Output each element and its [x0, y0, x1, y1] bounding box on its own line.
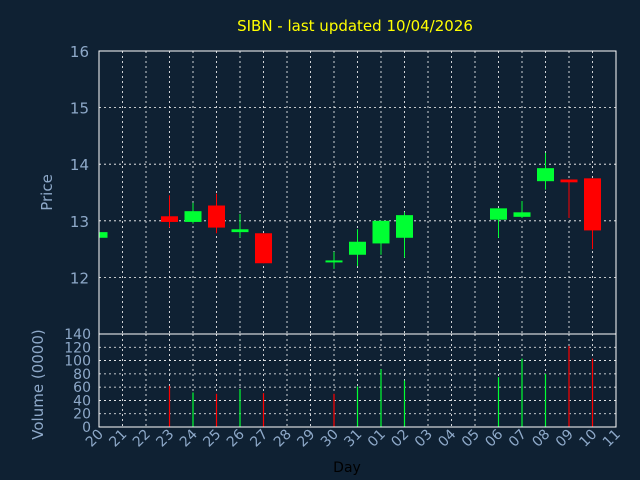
- candle-body: [396, 215, 413, 238]
- volume-tick-label: 80: [73, 367, 91, 383]
- candle-body: [560, 179, 578, 183]
- volume-axis-label: Volume (0000): [29, 329, 47, 439]
- candle-body: [325, 260, 343, 263]
- candle-body: [184, 211, 202, 222]
- candle-body: [584, 178, 601, 231]
- price-y-tick-labels: 12 13 14 15 16: [70, 43, 89, 287]
- price-axis-label: Price: [38, 174, 56, 211]
- x-tick-label: 03: [412, 427, 436, 451]
- x-tick-label: 22: [130, 427, 154, 451]
- price-tick-label: 14: [70, 156, 89, 174]
- x-tick-label: 11: [600, 427, 624, 451]
- price-tick-label: 16: [70, 43, 89, 61]
- x-tick-label: 06: [482, 426, 506, 450]
- candle-body: [208, 205, 225, 228]
- x-tick-label: 07: [506, 427, 530, 451]
- candle-body: [349, 241, 366, 255]
- x-tick-label: 05: [459, 427, 483, 451]
- volume-bars: [168, 345, 594, 427]
- x-tick-label: 04: [435, 426, 459, 450]
- x-tick-labels: 20 21 22 23 24 25 26 27 28 29 30 31 01 02 03 04 05 06 07 08…: [83, 426, 624, 450]
- candle-body: [231, 229, 249, 233]
- volume-tick-label: 0: [82, 420, 91, 436]
- price-tick-label: 12: [70, 269, 89, 287]
- price-candles: [98, 152, 601, 269]
- volume-tick-label: 100: [64, 354, 91, 370]
- price-grid: [99, 51, 616, 334]
- x-tick-label: 21: [106, 427, 130, 451]
- candle-body: [161, 216, 178, 222]
- x-tick-label: 26: [224, 426, 248, 450]
- candle-body: [255, 233, 272, 264]
- candle-body: [490, 208, 507, 220]
- volume-tick-label: 120: [64, 340, 91, 356]
- candle-body: [99, 232, 108, 238]
- chart-title: SIBN - last updated 10/04/2026: [237, 17, 473, 35]
- volume-tick-label: 40: [73, 393, 91, 409]
- x-tick-label: 28: [271, 427, 295, 451]
- candle-body: [537, 168, 554, 182]
- volume-tick-label: 20: [73, 407, 91, 423]
- volume-plot-frame: [98, 333, 617, 428]
- x-tick-label: 23: [153, 427, 177, 451]
- x-tick-label: 30: [318, 427, 342, 451]
- price-tick-label: 15: [70, 100, 89, 118]
- x-tick-label: 24: [177, 426, 201, 450]
- x-tick-label: 31: [341, 427, 365, 451]
- x-tick-label: 01: [365, 427, 389, 451]
- candle-body: [513, 212, 531, 217]
- x-tick-label: 08: [529, 427, 553, 451]
- x-tick-label: 10: [576, 427, 600, 451]
- x-tick-label: 25: [200, 427, 224, 451]
- x-axis-label: Day: [333, 460, 361, 476]
- x-tick-label: 02: [388, 427, 412, 451]
- x-tick-label: 09: [553, 427, 577, 451]
- x-tick-label: 27: [247, 427, 271, 451]
- volume-tick-label: 60: [73, 380, 91, 396]
- price-tick-label: 13: [70, 213, 89, 231]
- volume-tick-label: 140: [64, 327, 91, 343]
- candle-body: [372, 220, 390, 244]
- x-tick-label: 29: [294, 427, 318, 451]
